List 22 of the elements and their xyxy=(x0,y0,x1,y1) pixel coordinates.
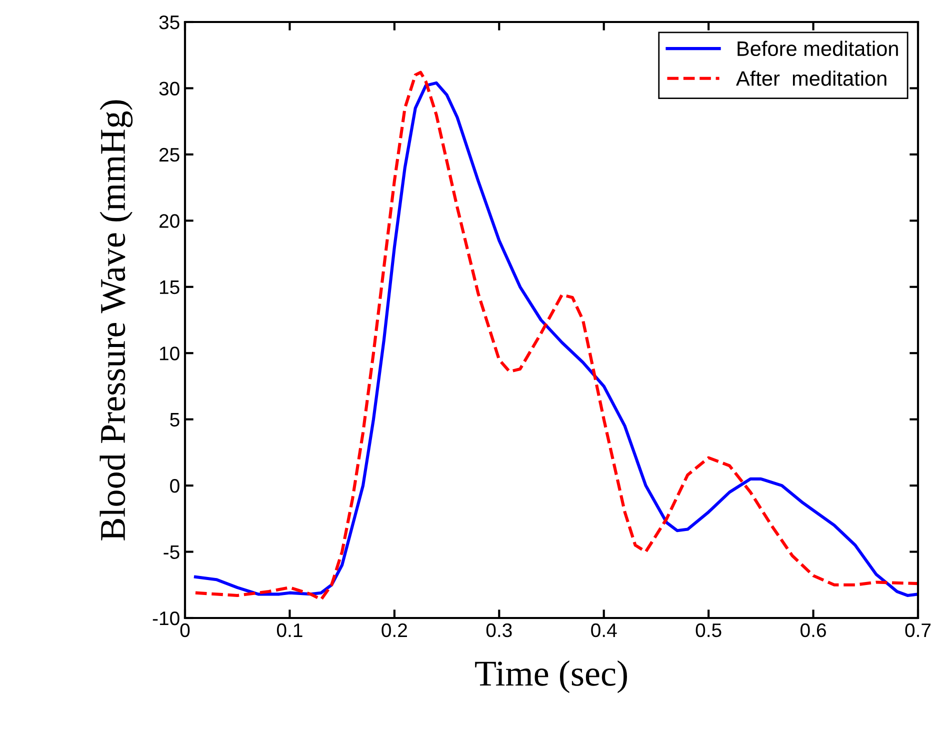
x-tick-label: 0.7 xyxy=(905,623,931,638)
y-axis-title: Blood Pressure Wave (mmHg) xyxy=(100,100,133,540)
y-tick-label: -5 xyxy=(164,545,180,560)
y-tick-label: 10 xyxy=(160,346,180,360)
x-tick-label: 0.1 xyxy=(276,623,302,638)
x-tick-label: 0.2 xyxy=(382,623,407,638)
y-tick-label: 5 xyxy=(170,413,180,427)
y-tick-label: -10 xyxy=(152,611,180,626)
y-tick-label: 0 xyxy=(170,479,180,493)
legend-label: Before meditation xyxy=(738,40,898,56)
legend-label: After meditation xyxy=(736,70,886,86)
x-axis-title: Time (sec) xyxy=(475,660,627,694)
x-tick-label: 0 xyxy=(180,623,190,638)
y-tick-label: 20 xyxy=(159,214,180,228)
x-tick-label: 0.6 xyxy=(800,623,826,638)
y-tick-label: 35 xyxy=(159,15,180,30)
x-tick-label: 0.3 xyxy=(486,623,512,638)
x-tick-label: 0.4 xyxy=(591,623,617,638)
y-tick-label: 30 xyxy=(159,82,180,96)
x-tick-label: 0.5 xyxy=(696,623,722,638)
y-tick-label: 15 xyxy=(160,280,180,294)
y-tick-label: 25 xyxy=(159,148,180,162)
